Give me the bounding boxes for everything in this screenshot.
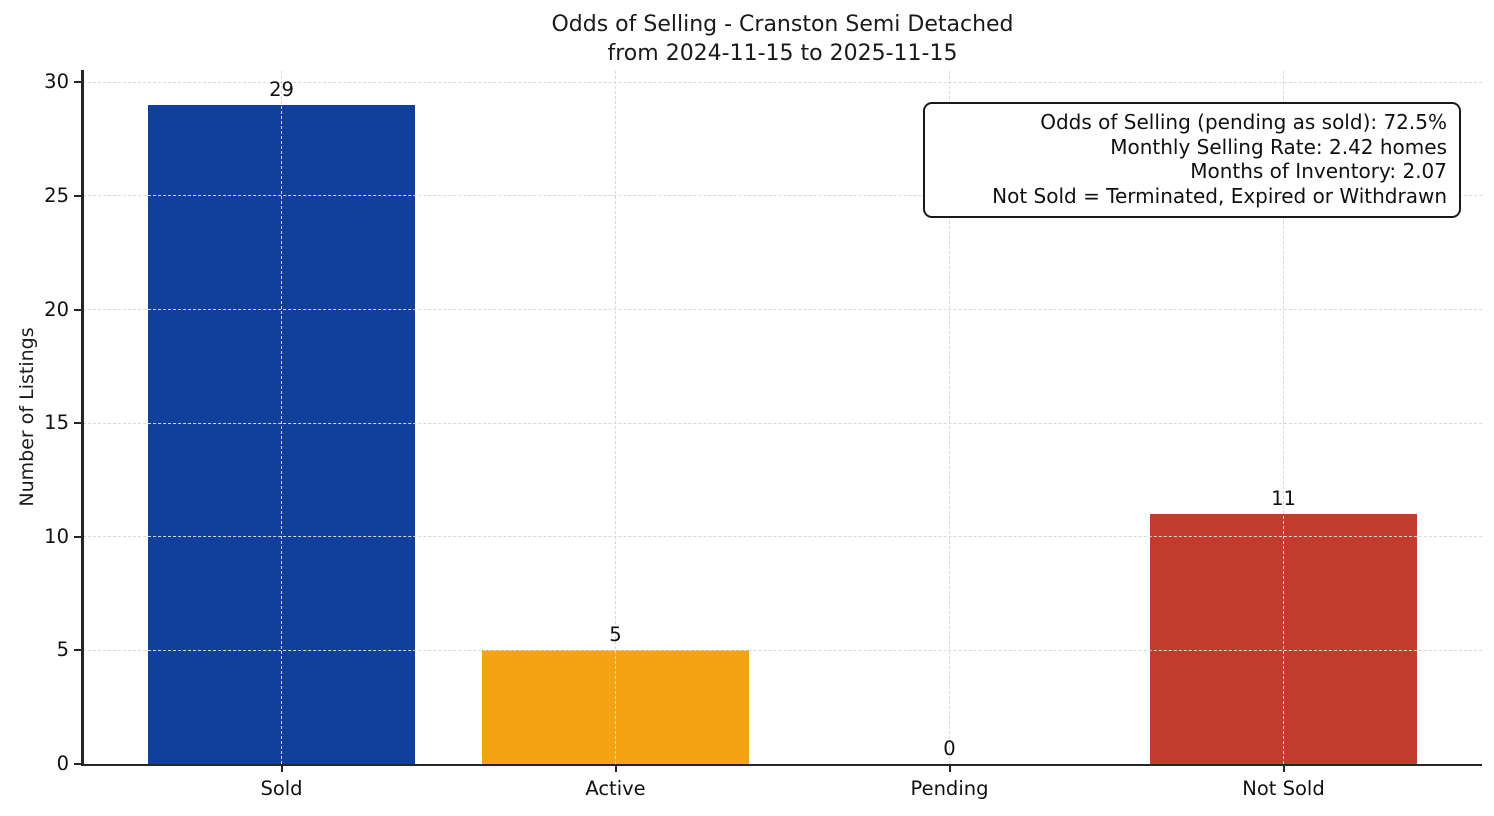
y-tick-mark-30 [74, 81, 83, 84]
x-tick-mark-pending [948, 764, 951, 772]
y-tick-mark-20 [74, 308, 83, 311]
gridline-vertical-active [615, 71, 616, 764]
x-tick-mark-not-sold [1282, 764, 1285, 772]
x-tick-label-sold: Sold [260, 777, 303, 800]
chart-title-line-1: Odds of Selling - Cranston Semi Detached [551, 12, 1014, 37]
y-tick-label-15: 15 [44, 411, 69, 435]
y-tick-mark-25 [74, 194, 83, 197]
y-tick-label-10: 10 [44, 524, 69, 548]
y-tick-label-5: 5 [56, 638, 69, 662]
annotation-odds-of-selling: Odds of Selling (pending as sold): 72.5% [1040, 110, 1447, 134]
y-tick-label-0: 0 [56, 752, 69, 775]
y-tick-label-30: 30 [44, 70, 69, 94]
gridline-vertical-not-sold [1283, 71, 1284, 764]
x-axis-spine [81, 763, 1482, 767]
gridline-horizontal-25 [83, 195, 1482, 197]
x-tick-mark-active [614, 764, 617, 772]
y-tick-label-25: 25 [44, 183, 69, 207]
stats-annotation-box: Odds of Selling (pending as sold): 72.5%… [923, 102, 1461, 218]
y-tick-mark-10 [74, 535, 83, 538]
annotation-not-sold-definition: Not Sold = Terminated, Expired or Withdr… [992, 183, 1447, 208]
y-tick-mark-0 [74, 763, 83, 765]
x-tick-mark-sold [280, 764, 283, 772]
chart-title: Odds of Selling - Cranston Semi Detached… [83, 11, 1482, 68]
bar-value-label-active: 5 [609, 623, 622, 647]
bar-value-label-not-sold: 11 [1271, 487, 1296, 511]
y-tick-mark-15 [74, 422, 83, 425]
plot-area: 29 5 0 11 0 5 10 15 20 25 30 Sold Active Pending Not S… [44, 70, 1482, 800]
y-axis-spine [81, 70, 84, 766]
gridline-vertical-sold [281, 71, 282, 764]
gridline-horizontal-30 [83, 81, 1482, 83]
annotation-months-of-inventory: Months of Inventory: 2.07 [1190, 159, 1447, 183]
chart-title-line-2: from 2024-11-15 to 2025-11-15 [607, 40, 958, 66]
gridline-horizontal-10 [83, 536, 1482, 538]
bar-value-label-pending: 0 [943, 737, 956, 760]
gridline-vertical-pending [949, 71, 950, 764]
y-tick-mark-5 [74, 649, 83, 652]
x-tick-label-not-sold: Not Sold [1242, 777, 1325, 800]
annotation-monthly-selling-rate: Monthly Selling Rate: 2.42 homes [1110, 134, 1447, 159]
gridline-horizontal-5 [83, 649, 1482, 651]
gridline-horizontal-20 [83, 309, 1482, 311]
x-tick-label-pending: Pending [910, 777, 989, 800]
gridline-horizontal-15 [83, 422, 1482, 424]
bar-value-label-sold: 29 [269, 78, 294, 102]
y-tick-label-20: 20 [44, 297, 69, 321]
x-tick-label-active: Active [585, 777, 646, 800]
